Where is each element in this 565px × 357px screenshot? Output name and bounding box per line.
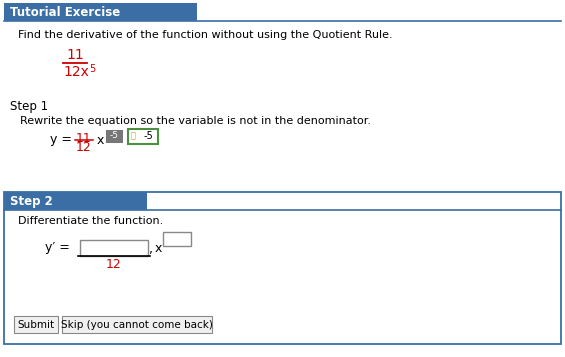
Text: -5: -5 (110, 131, 119, 141)
Bar (62, 316, 212, 333)
Bar (106, 130, 123, 143)
Bar (4, 192, 561, 344)
Text: Differentiate the function.: Differentiate the function. (18, 216, 163, 226)
Text: Find the derivative of the function without using the Quotient Rule.: Find the derivative of the function with… (18, 30, 393, 40)
Bar (163, 232, 191, 246)
Text: Step 1: Step 1 (10, 100, 48, 113)
Bar (128, 129, 158, 144)
Text: 11: 11 (76, 132, 92, 145)
Text: y =: y = (50, 134, 72, 146)
Text: 12: 12 (76, 141, 92, 154)
Bar (4, 192, 147, 210)
Text: Tutorial Exercise: Tutorial Exercise (10, 5, 120, 19)
Text: ,: , (149, 242, 153, 256)
Text: Rewrite the equation so the variable is not in the denominator.: Rewrite the equation so the variable is … (20, 116, 371, 126)
Text: 12: 12 (106, 258, 122, 271)
Text: x: x (155, 241, 162, 255)
Text: Skip (you cannot come back): Skip (you cannot come back) (61, 320, 213, 330)
Bar (80, 240, 148, 256)
Text: Step 2: Step 2 (10, 195, 53, 207)
Bar (4, 3, 197, 21)
Text: y′ =: y′ = (45, 241, 70, 255)
Text: -5: -5 (144, 131, 154, 141)
Text: 11: 11 (66, 48, 84, 62)
Text: 12x: 12x (63, 65, 89, 79)
Bar (14, 316, 58, 333)
Text: 5: 5 (89, 64, 95, 74)
Text: x: x (97, 134, 105, 146)
Text: Submit: Submit (18, 320, 55, 330)
Text: 🔑: 🔑 (131, 131, 136, 141)
